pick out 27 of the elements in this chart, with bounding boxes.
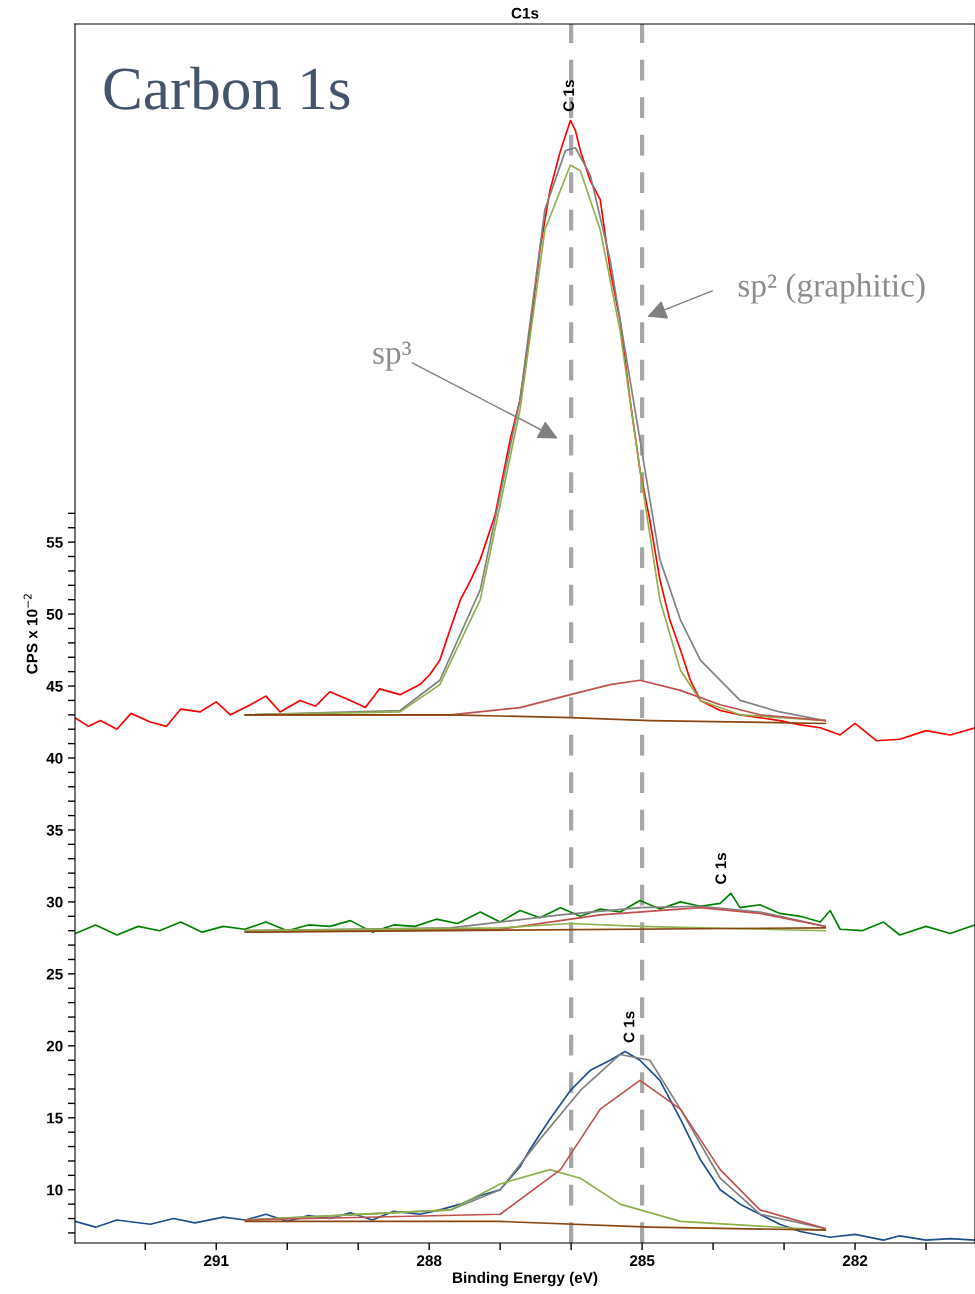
line-series — [244, 922, 827, 932]
x-tick-label: 291 — [204, 1255, 229, 1267]
annotation: C 1s — [715, 852, 727, 884]
y-tick-label: 50 — [46, 608, 63, 620]
y-tick-label: 20 — [46, 1040, 63, 1052]
y-tick-label: 45 — [46, 681, 63, 692]
line-series — [75, 892, 975, 936]
y-tick-label: 40 — [46, 752, 63, 764]
y-tick-label: 35 — [46, 824, 63, 836]
annotation: C 1s — [623, 1011, 635, 1043]
y-tick-label: 15 — [47, 1112, 63, 1124]
chart-title: C1s — [511, 7, 539, 19]
annotation: C 1s — [563, 80, 575, 112]
x-tick-label: 282 — [842, 1255, 868, 1267]
y-axis-title: CPS x 10$^{−2}$ — [23, 594, 38, 674]
line-series — [75, 119, 975, 742]
y-tick-label: 10 — [47, 1184, 63, 1196]
x-tick-label: 285 — [629, 1255, 655, 1267]
x-tick-label: 288 — [416, 1255, 442, 1267]
x-axis-title: Binding Energy (eV) — [453, 1271, 598, 1287]
y-tick-label: 30 — [46, 896, 63, 908]
annotation: sp² (graphitic) — [738, 273, 925, 304]
line-series — [244, 713, 827, 725]
y-tick-label: 25 — [46, 968, 63, 980]
annotation: sp³ — [373, 341, 411, 371]
y-tick-label: 55 — [46, 537, 63, 548]
annotation: Carbon 1s — [104, 66, 350, 110]
